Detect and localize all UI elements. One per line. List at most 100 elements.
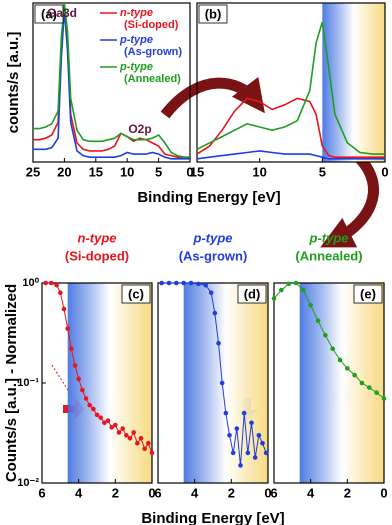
x-tick-label: 20 [57, 164, 71, 179]
x-tick-label: 5 [319, 164, 326, 179]
data-point [263, 450, 269, 456]
shaded-region [67, 283, 152, 483]
x-tick-label: 0 [186, 164, 193, 179]
x-tick-label: 15 [190, 164, 204, 179]
legend-line: (Annealed) [124, 73, 181, 85]
data-point [323, 332, 328, 338]
panel-title: n-type [78, 230, 117, 245]
x-tick-label: 4 [191, 485, 199, 500]
panel-title: (As-grown) [179, 248, 248, 263]
data-point [279, 287, 284, 293]
panel-label-box [34, 4, 64, 24]
x-tick-label: 5 [155, 164, 162, 179]
x-tick-label: 6 [270, 485, 277, 500]
series-line [196, 97, 385, 158]
data-point [58, 290, 63, 295]
data-point [159, 280, 164, 286]
x-tick-label: 2 [228, 485, 235, 500]
panel-label-box [121, 284, 151, 304]
data-point [120, 426, 125, 431]
panel-title: (Annealed) [295, 248, 362, 263]
data-point [234, 426, 240, 431]
data-point [359, 380, 365, 386]
data-point [76, 376, 81, 382]
data-point [87, 402, 92, 408]
data-point [293, 280, 299, 286]
data-point [230, 450, 236, 456]
series-line [273, 282, 385, 399]
data-point [286, 281, 291, 287]
data-point [212, 310, 218, 316]
y-tick-label: 10⁰ [22, 277, 39, 289]
y-axis-label: counts/s [a.u.] [5, 32, 22, 134]
data-point [245, 450, 251, 456]
data-point [72, 363, 78, 368]
panel-label: (e) [360, 286, 376, 301]
panel-title: (Si-doped) [65, 248, 129, 263]
data-point [48, 280, 54, 286]
curved-arrow [320, 145, 380, 248]
data-point [249, 420, 254, 426]
data-point [223, 410, 229, 416]
annotation: O2p [128, 122, 151, 136]
shaded-region [299, 283, 384, 483]
legend-label: n-type (Si-doped) [120, 7, 179, 31]
data-point [43, 280, 48, 286]
data-point [381, 396, 387, 401]
shaded-region [183, 283, 268, 483]
data-point [315, 318, 321, 323]
data-point [124, 432, 129, 438]
y-tick-label: 10⁻² [17, 477, 39, 489]
x-tick-label: 25 [26, 164, 40, 179]
data-point [80, 387, 85, 393]
data-point [127, 435, 133, 441]
panel-label: (b) [205, 6, 222, 21]
legend-line: (As-grown) [124, 46, 182, 58]
x-tick-label: 10 [120, 164, 134, 179]
panel-title: p-type [193, 230, 233, 245]
series-line [33, 9, 190, 160]
panel-label-box [237, 284, 267, 304]
x-tick-label: 6 [38, 485, 45, 500]
data-point [337, 357, 343, 363]
panel-label: (a) [41, 6, 57, 21]
data-point [256, 432, 262, 438]
x-tick-label: 0 [381, 164, 388, 179]
data-point [345, 366, 350, 371]
data-point [352, 372, 357, 378]
shaded-region [322, 3, 385, 162]
data-point [146, 440, 151, 446]
data-point [94, 412, 100, 418]
data-point [138, 435, 144, 441]
data-point [196, 281, 201, 287]
series-line [196, 150, 385, 160]
data-point [61, 306, 67, 312]
legend-line: p-type [119, 61, 153, 73]
data-point [252, 455, 258, 460]
legend-label: p-type (As-grown) [119, 34, 182, 58]
data-point [131, 430, 136, 435]
panel-label: (d) [244, 286, 261, 301]
data-point [174, 280, 179, 286]
legend-label: p-type (Annealed) [119, 61, 181, 85]
series-line [196, 21, 385, 155]
data-point [260, 440, 265, 446]
x-tick-label: 4 [75, 485, 83, 500]
data-point [105, 418, 111, 423]
data-point [113, 422, 118, 428]
data-point [69, 346, 74, 352]
data-point [301, 287, 306, 293]
plot-frame [157, 282, 269, 484]
data-point [181, 280, 186, 286]
data-point [227, 432, 232, 438]
data-point [54, 282, 59, 288]
data-point [367, 385, 372, 390]
data-point [188, 280, 194, 286]
data-point [166, 280, 172, 286]
data-point [330, 346, 335, 352]
data-point [208, 290, 214, 295]
data-point [98, 415, 103, 420]
curved-arrow [160, 76, 265, 119]
series-line [33, 2, 190, 158]
